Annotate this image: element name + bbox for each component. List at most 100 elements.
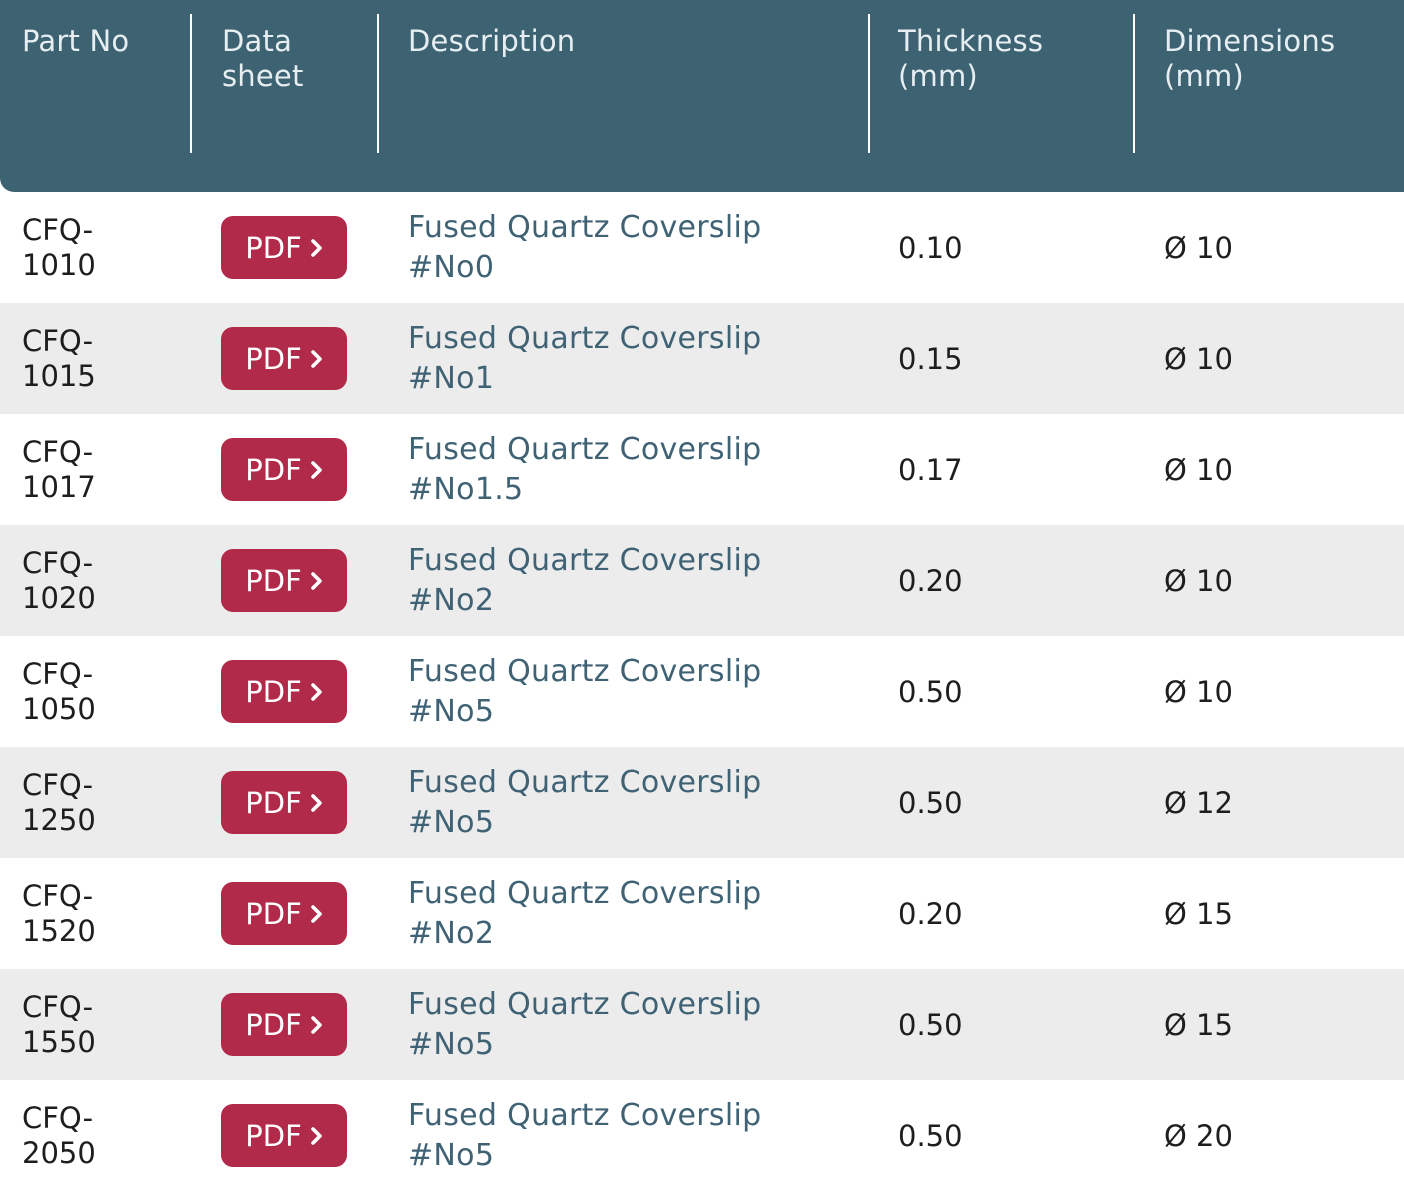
pdf-button-label: PDF xyxy=(245,230,302,265)
dimensions-value: Ø 10 xyxy=(1164,230,1233,265)
chevron-right-icon xyxy=(310,238,322,257)
part-number-prefix: CFQ- xyxy=(22,434,94,469)
part-number-prefix: CFQ- xyxy=(22,989,94,1024)
part-number-code: 1015 xyxy=(22,358,96,393)
header-thickness-line2: (mm) xyxy=(898,59,978,93)
header-description-label: Description xyxy=(408,24,576,58)
product-description-link[interactable]: Fused Quartz Coverslip #No2 xyxy=(408,875,762,951)
part-number-code: 1550 xyxy=(22,1024,96,1059)
table-row: CFQ- 1010 PDF Fused Quartz Coverslip #No0 0.… xyxy=(0,192,1404,303)
part-number-code: 2050 xyxy=(22,1135,96,1170)
header-dimensions-line1: Dimensions xyxy=(1164,24,1336,58)
product-description-link[interactable]: Fused Quartz Coverslip #No1.5 xyxy=(408,431,762,507)
product-description-link[interactable]: Fused Quartz Coverslip #No0 xyxy=(408,209,762,285)
header-dimensions-line2: (mm) xyxy=(1164,59,1244,93)
header-data-sheet-line2: sheet xyxy=(222,59,304,93)
chevron-right-icon xyxy=(310,460,322,479)
header-dimensions: Dimensions (mm) xyxy=(1164,24,1335,94)
product-description-link[interactable]: Fused Quartz Coverslip #No5 xyxy=(408,986,762,1062)
product-description-link[interactable]: Fused Quartz Coverslip #No5 xyxy=(408,764,762,840)
thickness-value: 0.50 xyxy=(898,674,963,709)
pdf-datasheet-button[interactable]: PDF xyxy=(221,660,347,723)
chevron-right-icon xyxy=(310,349,322,368)
pdf-datasheet-button[interactable]: PDF xyxy=(221,993,347,1056)
part-number-prefix: CFQ- xyxy=(22,545,94,580)
part-number: CFQ- 1550 xyxy=(22,969,172,1080)
part-number: CFQ- 1015 xyxy=(22,303,172,414)
thickness-value: 0.20 xyxy=(898,563,963,598)
pdf-datasheet-button[interactable]: PDF xyxy=(221,549,347,612)
part-number: CFQ- 1010 xyxy=(22,192,172,303)
product-description-link[interactable]: Fused Quartz Coverslip #No5 xyxy=(408,653,762,729)
pdf-button-label: PDF xyxy=(245,896,302,931)
pdf-button-label: PDF xyxy=(245,674,302,709)
thickness-value: 0.50 xyxy=(898,1007,963,1042)
product-description-link[interactable]: Fused Quartz Coverslip #No1 xyxy=(408,320,762,396)
thickness-value: 0.15 xyxy=(898,341,963,376)
part-number-code: 1250 xyxy=(22,802,96,837)
product-description-link[interactable]: Fused Quartz Coverslip #No5 xyxy=(408,1097,762,1173)
table-row: CFQ- 1520 PDF Fused Quartz Coverslip #No2 0.… xyxy=(0,858,1404,969)
chevron-right-icon xyxy=(310,1126,322,1145)
dimensions-value: Ø 15 xyxy=(1164,1007,1233,1042)
part-number-prefix: CFQ- xyxy=(22,212,94,247)
thickness-value: 0.20 xyxy=(898,896,963,931)
header-divider xyxy=(1133,14,1135,153)
part-number-code: 1020 xyxy=(22,580,96,615)
table-row: CFQ- 1017 PDF Fused Quartz Coverslip #No1.5… xyxy=(0,414,1404,525)
pdf-button-label: PDF xyxy=(245,785,302,820)
chevron-right-icon xyxy=(310,793,322,812)
thickness-value: 0.50 xyxy=(898,785,963,820)
part-number: CFQ- 1050 xyxy=(22,636,172,747)
thickness-value: 0.50 xyxy=(898,1118,963,1153)
dimensions-value: Ø 20 xyxy=(1164,1118,1233,1153)
chevron-right-icon xyxy=(310,682,322,701)
pdf-datasheet-button[interactable]: PDF xyxy=(221,1104,347,1167)
part-number: CFQ- 2050 xyxy=(22,1080,172,1185)
dimensions-value: Ø 10 xyxy=(1164,452,1233,487)
dimensions-value: Ø 12 xyxy=(1164,785,1233,820)
header-divider xyxy=(868,14,870,153)
dimensions-value: Ø 10 xyxy=(1164,341,1233,376)
part-number-prefix: CFQ- xyxy=(22,323,94,358)
table-header: Part No Data sheet Description Thickness… xyxy=(0,0,1404,192)
header-thickness-line1: Thickness xyxy=(898,24,1044,58)
header-data-sheet: Data sheet xyxy=(222,24,304,94)
part-number-prefix: CFQ- xyxy=(22,767,94,802)
dimensions-value: Ø 15 xyxy=(1164,896,1233,931)
pdf-datasheet-button[interactable]: PDF xyxy=(221,438,347,501)
header-data-sheet-line1: Data xyxy=(222,24,293,58)
pdf-datasheet-button[interactable]: PDF xyxy=(221,327,347,390)
pdf-button-label: PDF xyxy=(245,1118,302,1153)
part-number-prefix: CFQ- xyxy=(22,656,94,691)
part-number-prefix: CFQ- xyxy=(22,1100,94,1135)
header-divider xyxy=(190,14,192,153)
table-row: CFQ- 1250 PDF Fused Quartz Coverslip #No5 0.… xyxy=(0,747,1404,858)
part-number-code: 1520 xyxy=(22,913,96,948)
chevron-right-icon xyxy=(310,571,322,590)
header-part-no: Part No xyxy=(22,24,129,59)
pdf-datasheet-button[interactable]: PDF xyxy=(221,771,347,834)
pdf-datasheet-button[interactable]: PDF xyxy=(221,882,347,945)
header-description: Description xyxy=(408,24,575,59)
pdf-button-label: PDF xyxy=(245,341,302,376)
header-part-no-label: Part No xyxy=(22,24,130,58)
pdf-datasheet-button[interactable]: PDF xyxy=(221,216,347,279)
chevron-right-icon xyxy=(310,1015,322,1034)
table-row: CFQ- 1020 PDF Fused Quartz Coverslip #No2 0.… xyxy=(0,525,1404,636)
pdf-button-label: PDF xyxy=(245,563,302,598)
header-thickness: Thickness (mm) xyxy=(898,24,1043,94)
part-number: CFQ- 1520 xyxy=(22,858,172,969)
part-number: CFQ- 1250 xyxy=(22,747,172,858)
part-number-code: 1010 xyxy=(22,247,96,282)
part-number-code: 1017 xyxy=(22,469,96,504)
pdf-button-label: PDF xyxy=(245,452,302,487)
thickness-value: 0.10 xyxy=(898,230,963,265)
part-number: CFQ- 1020 xyxy=(22,525,172,636)
product-description-link[interactable]: Fused Quartz Coverslip #No2 xyxy=(408,542,762,618)
table-row: CFQ- 1550 PDF Fused Quartz Coverslip #No5 0.… xyxy=(0,969,1404,1080)
dimensions-value: Ø 10 xyxy=(1164,563,1233,598)
table-row: CFQ- 1050 PDF Fused Quartz Coverslip #No5 0.… xyxy=(0,636,1404,747)
table-row: CFQ- 2050 PDF Fused Quartz Coverslip #No5 0.… xyxy=(0,1080,1404,1185)
